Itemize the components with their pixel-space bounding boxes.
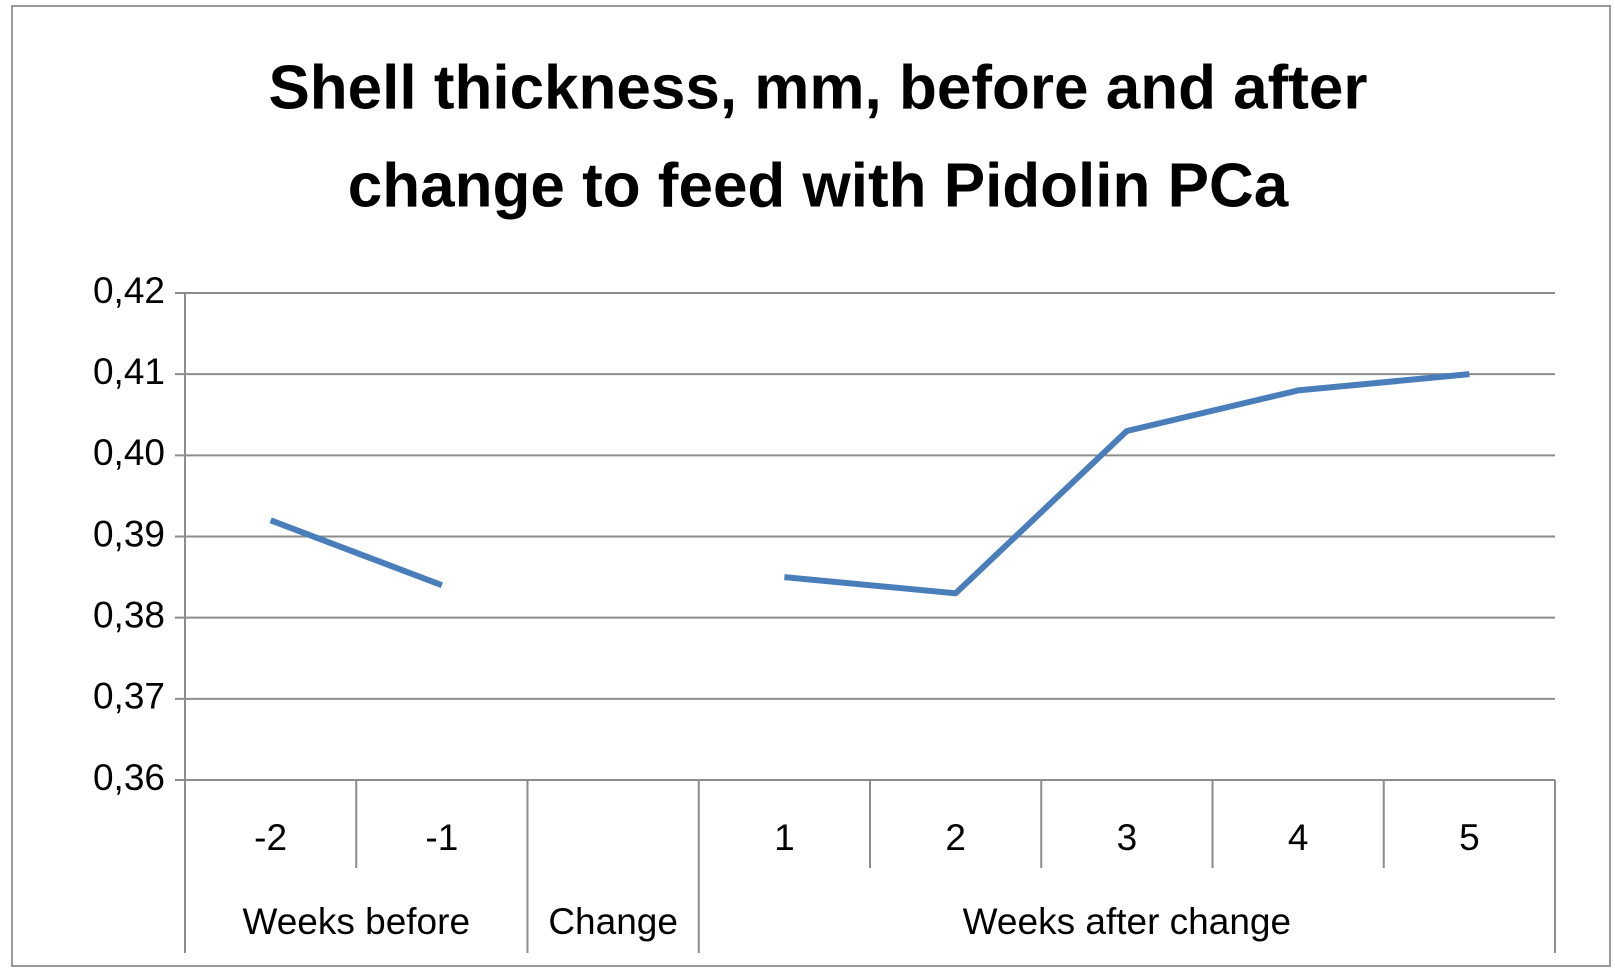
group-label: Weeks before [242,901,470,942]
y-tick-label: 0,40 [93,432,165,473]
y-tick-label: 0,41 [93,351,165,392]
y-tick-label: 0,39 [93,513,165,554]
x-tick-label: 1 [774,817,795,858]
chart-border [11,5,1611,967]
chart-title: change to feed with Pidolin PCa [348,151,1289,220]
x-tick-label: 5 [1459,817,1480,858]
y-tick-label: 0,38 [93,594,165,635]
y-tick-label: 0,37 [93,676,165,717]
x-tick-label: 3 [1117,817,1138,858]
group-label: Change [548,901,678,942]
x-tick-label: 2 [945,817,966,858]
y-tick-label: 0,42 [93,270,165,311]
group-label: Weeks after change [963,901,1291,942]
y-tick-label: 0,36 [93,757,165,798]
chart-title: Shell thickness, mm, before and after [268,53,1367,122]
x-tick-label: 4 [1288,817,1309,858]
data-line [269,371,1470,597]
x-tick-label: -2 [254,817,287,858]
x-tick-label: -1 [425,817,458,858]
